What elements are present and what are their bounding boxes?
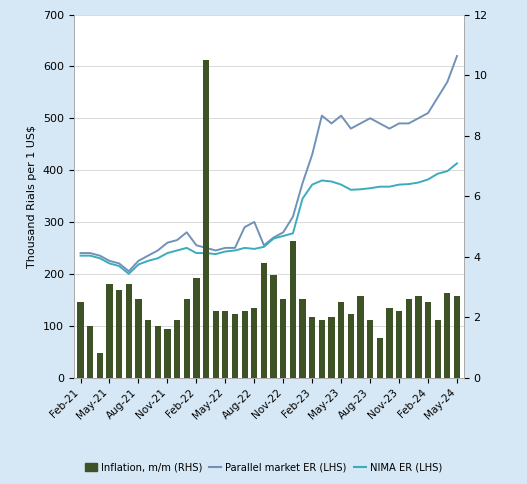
Bar (164, 329, 171, 378)
Y-axis label: Thousand Rials per 1 US$: Thousand Rials per 1 US$ (27, 124, 37, 268)
Bar (174, 320, 180, 378)
Bar (116, 290, 122, 378)
Bar (77, 302, 84, 378)
Bar (328, 317, 335, 378)
Bar (357, 296, 364, 378)
Bar (106, 284, 113, 378)
Bar (270, 275, 277, 378)
Bar (367, 320, 373, 378)
Bar (183, 299, 190, 378)
Bar (319, 320, 325, 378)
Bar (299, 299, 306, 378)
Bar (125, 284, 132, 378)
Bar (261, 262, 267, 378)
Bar (87, 326, 93, 378)
Bar (241, 311, 248, 378)
Bar (444, 293, 451, 378)
Bar (97, 353, 103, 378)
Bar (309, 317, 315, 378)
Bar (203, 60, 209, 378)
Bar (386, 308, 393, 378)
Bar (415, 296, 422, 378)
Bar (425, 302, 431, 378)
Bar (135, 299, 142, 378)
Bar (338, 302, 344, 378)
Bar (193, 278, 200, 378)
Bar (222, 311, 229, 378)
Bar (251, 308, 257, 378)
Bar (454, 296, 460, 378)
Bar (290, 242, 296, 378)
Bar (212, 311, 219, 378)
Bar (406, 299, 412, 378)
Bar (377, 338, 383, 378)
Bar (348, 314, 354, 378)
Bar (280, 299, 286, 378)
Bar (145, 320, 151, 378)
Bar (396, 311, 402, 378)
Legend: Inflation, m/m (RHS), Parallel market ER (LHS), NIMA ER (LHS): Inflation, m/m (RHS), Parallel market ER… (81, 458, 446, 477)
Bar (154, 326, 161, 378)
Bar (232, 314, 238, 378)
Bar (435, 320, 441, 378)
